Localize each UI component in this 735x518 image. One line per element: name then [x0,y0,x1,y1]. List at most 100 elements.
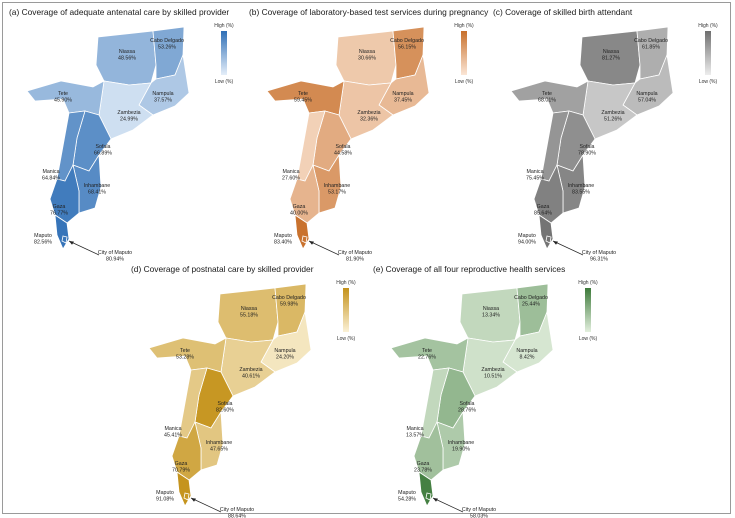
value-inhambane: 19.90% [452,447,470,453]
label-sofala: Sofala [579,144,594,150]
value-niassa: 48.56% [118,56,136,62]
label-gaza: Gaza [175,461,188,467]
arrow-head [69,241,74,245]
value-city-of-maputo: 80.94% [106,257,124,263]
label-sofala: Sofala [335,144,350,150]
label-nampula: Nampula [152,91,173,97]
value-city-of-maputo: 81.90% [346,257,364,263]
region-gaza [49,163,80,224]
label-maputo: Maputo [398,490,416,496]
panel-title: (d) Coverage of postnatal care by skille… [131,264,314,274]
value-manica: 27.60% [282,176,300,182]
label-zambezia: Zambezia [357,110,380,116]
label-niassa: Niassa [483,306,499,312]
legend-low-label: Low (%) [699,79,718,85]
value-cabo-delgado: 61.85% [642,45,660,51]
arrow-head [433,498,438,502]
label-manica: Manica [526,169,543,175]
region-city-of-maputo [545,235,552,244]
label-gaza: Gaza [53,204,66,210]
value-maputo: 83.40% [274,240,292,246]
region-gaza [289,163,320,224]
label-manica: Manica [406,426,423,432]
value-maputo: 82.56% [34,240,52,246]
label-niassa: Niassa [603,49,619,55]
value-gaza: 76.77% [50,211,68,217]
label-tete: Tete [542,91,552,97]
label-cabo-delgado: Cabo Delgado [390,38,424,44]
label-gaza: Gaza [293,204,306,210]
legend-high-label: High (%) [214,23,234,29]
legend-high-label: High (%) [698,23,718,29]
value-manica: 75.45% [526,176,544,182]
value-manica: 64.84% [42,176,60,182]
label-inhambane: Inhambane [324,183,351,189]
region-gaza [533,163,564,224]
label-cabo-delgado: Cabo Delgado [634,38,668,44]
label-city-of-maputo: City of Maputo [338,250,372,256]
label-tete: Tete [58,91,68,97]
label-tete: Tete [298,91,308,97]
value-nampula: 57.04% [638,98,656,104]
legend-color-bar [705,31,711,75]
value-tete: 22.76% [418,355,436,361]
value-gaza: 70.79% [172,468,190,474]
label-city-of-maputo: City of Maputo [462,507,496,513]
label-city-of-maputo: City of Maputo [582,250,616,256]
label-tete: Tete [422,348,432,354]
value-cabo-delgado: 53.26% [158,45,176,51]
panel-title: (a) Coverage of adequate antenatal care … [9,7,229,17]
label-zambezia: Zambezia [601,110,624,116]
label-maputo: Maputo [518,233,536,239]
legend-low-label: Low (%) [215,79,234,85]
value-zambezia: 32.36% [360,117,378,123]
arrow-head [309,241,314,245]
value-nampula: 24.20% [276,355,294,361]
value-city-of-maputo: 58.03% [470,514,488,518]
label-niassa: Niassa [241,306,257,312]
label-sofala: Sofala [217,401,232,407]
value-maputo: 54.28% [398,497,416,503]
legend-color-bar [461,31,467,75]
region-city-of-maputo [425,492,432,501]
panel-title: (c) Coverage of skilled birth attendant [493,7,633,17]
value-cabo-delgado: 25.44% [522,302,540,308]
map-panel-2: (c) Coverage of skilled birth attendant N… [493,7,718,263]
label-niassa: Niassa [359,49,375,55]
panel-title: (b) Coverage of laboratory-based test se… [249,7,489,17]
label-sofala: Sofala [95,144,110,150]
map-panel-0: (a) Coverage of adequate antenatal care … [9,7,234,263]
city-pointer-arrow [68,240,100,256]
value-niassa: 55.18% [240,313,258,319]
label-nampula: Nampula [516,348,537,354]
value-nampula: 37.57% [154,98,172,104]
value-niassa: 81.27% [602,56,620,62]
label-tete: Tete [180,348,190,354]
value-niassa: 13.34% [482,313,500,319]
city-pointer-arrow [308,240,340,256]
legend-high-label: High (%) [454,23,474,29]
panel-title: (e) Coverage of all four reproductive he… [373,264,565,274]
arrow-head [191,498,196,502]
label-inhambane: Inhambane [206,440,233,446]
value-sofala: 66.89% [94,151,112,157]
value-inhambane: 83.55% [572,190,590,196]
label-zambezia: Zambezia [117,110,140,116]
label-nampula: Nampula [392,91,413,97]
city-pointer-arrow [552,240,584,256]
legend-high-label: High (%) [336,280,356,286]
value-sofala: 82.60% [216,408,234,414]
label-cabo-delgado: Cabo Delgado [150,38,184,44]
label-inhambane: Inhambane [84,183,111,189]
region-gaza [171,420,202,481]
value-gaza: 23.78% [414,468,432,474]
label-nampula: Nampula [274,348,295,354]
value-manica: 45.41% [164,433,182,439]
value-sofala: 28.76% [458,408,476,414]
label-maputo: Maputo [34,233,52,239]
value-sofala: 44.58% [334,151,352,157]
region-city-of-maputo [301,235,308,244]
value-inhambane: 68.41% [88,190,106,196]
